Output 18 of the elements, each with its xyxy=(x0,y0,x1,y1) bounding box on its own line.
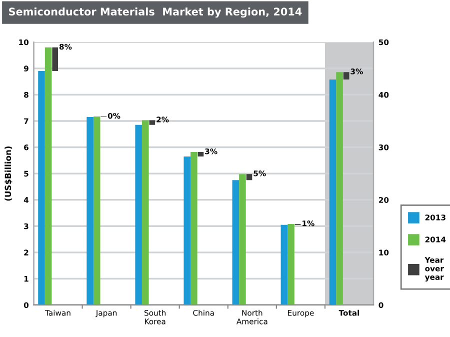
bar xyxy=(86,117,94,305)
bar xyxy=(184,156,191,305)
bar xyxy=(149,120,156,125)
bar xyxy=(246,174,252,180)
bar xyxy=(142,120,149,305)
bar xyxy=(44,47,52,305)
chart-title: Semiconductor Materials Market by Region, 2014 xyxy=(9,7,302,18)
bar xyxy=(38,71,45,305)
bar xyxy=(190,152,198,305)
bar xyxy=(135,124,142,305)
bar xyxy=(52,47,58,72)
bar xyxy=(93,116,100,305)
bar xyxy=(232,180,240,305)
bar xyxy=(239,174,246,305)
y-axis-title: (US$Billion) xyxy=(4,146,12,201)
bar xyxy=(288,224,294,305)
bar xyxy=(198,152,204,156)
bar xyxy=(280,224,288,305)
